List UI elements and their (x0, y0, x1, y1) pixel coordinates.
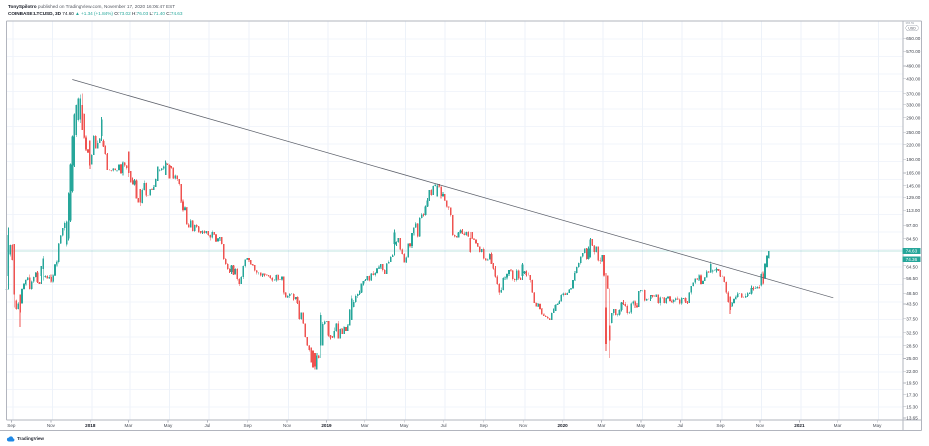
svg-text:650.00: 650.00 (906, 36, 920, 41)
svg-text:48.50: 48.50 (906, 291, 918, 296)
svg-text:13.65: 13.65 (906, 416, 918, 421)
svg-text:22.00: 22.00 (906, 369, 918, 374)
svg-text:25.00: 25.00 (906, 356, 918, 361)
svg-text:15.30: 15.30 (906, 405, 918, 410)
svg-text:74.36: 74.36 (906, 257, 918, 262)
svg-text:56.50: 56.50 (906, 276, 918, 281)
svg-text:May: May (873, 423, 882, 428)
svg-text:190.00: 190.00 (906, 157, 920, 162)
svg-text:19.50: 19.50 (906, 381, 918, 386)
svg-text:May: May (637, 423, 646, 428)
svg-text:Jul: Jul (204, 423, 210, 428)
svg-text:Sep: Sep (7, 423, 16, 428)
svg-text:365.59: 365.59 (906, 21, 915, 25)
svg-text:Nov: Nov (756, 423, 765, 428)
svg-text:330.00: 330.00 (906, 103, 920, 108)
svg-text:97.00: 97.00 (906, 223, 918, 228)
svg-text:Mar: Mar (834, 423, 842, 428)
svg-text:43.50: 43.50 (906, 302, 918, 307)
svg-text:28.50: 28.50 (906, 343, 918, 348)
svg-text:2020: 2020 (557, 423, 568, 428)
svg-text:74.63: 74.63 (906, 249, 918, 254)
svg-text:64.50: 64.50 (906, 265, 918, 270)
svg-text:Nov: Nov (283, 423, 292, 428)
svg-text:Jul: Jul (677, 423, 683, 428)
svg-text:Mar: Mar (125, 423, 133, 428)
svg-text:113.00: 113.00 (906, 208, 920, 213)
svg-text:Sep: Sep (244, 423, 253, 428)
svg-text:37.50: 37.50 (906, 316, 918, 321)
svg-text:May: May (400, 423, 409, 428)
svg-text:Mar: Mar (361, 423, 369, 428)
svg-text:570.00: 570.00 (906, 49, 920, 54)
svg-text:84.50: 84.50 (906, 237, 918, 242)
svg-text:2021: 2021 (794, 423, 805, 428)
svg-text:430.00: 430.00 (906, 77, 920, 82)
svg-text:Jul: Jul (441, 423, 447, 428)
svg-text:250.00: 250.00 (906, 130, 920, 135)
svg-text:145.00: 145.00 (906, 183, 920, 188)
svg-text:165.00: 165.00 (906, 171, 920, 176)
svg-text:Sep: Sep (716, 423, 725, 428)
svg-text:May: May (164, 423, 173, 428)
svg-text:129.00: 129.00 (906, 195, 920, 200)
svg-text:USD: USD (908, 27, 916, 31)
svg-text:490.00: 490.00 (906, 64, 920, 69)
svg-text:220.00: 220.00 (906, 142, 920, 147)
svg-text:Mar: Mar (598, 423, 606, 428)
svg-text:Sep: Sep (480, 423, 489, 428)
svg-text:Nov: Nov (519, 423, 528, 428)
svg-text:2018: 2018 (85, 423, 96, 428)
svg-text:2019: 2019 (321, 423, 332, 428)
svg-text:32.50: 32.50 (906, 330, 918, 335)
svg-text:17.30: 17.30 (906, 392, 918, 397)
svg-text:Nov: Nov (47, 423, 56, 428)
svg-text:290.00: 290.00 (906, 115, 920, 120)
svg-text:370.00: 370.00 (906, 91, 920, 96)
